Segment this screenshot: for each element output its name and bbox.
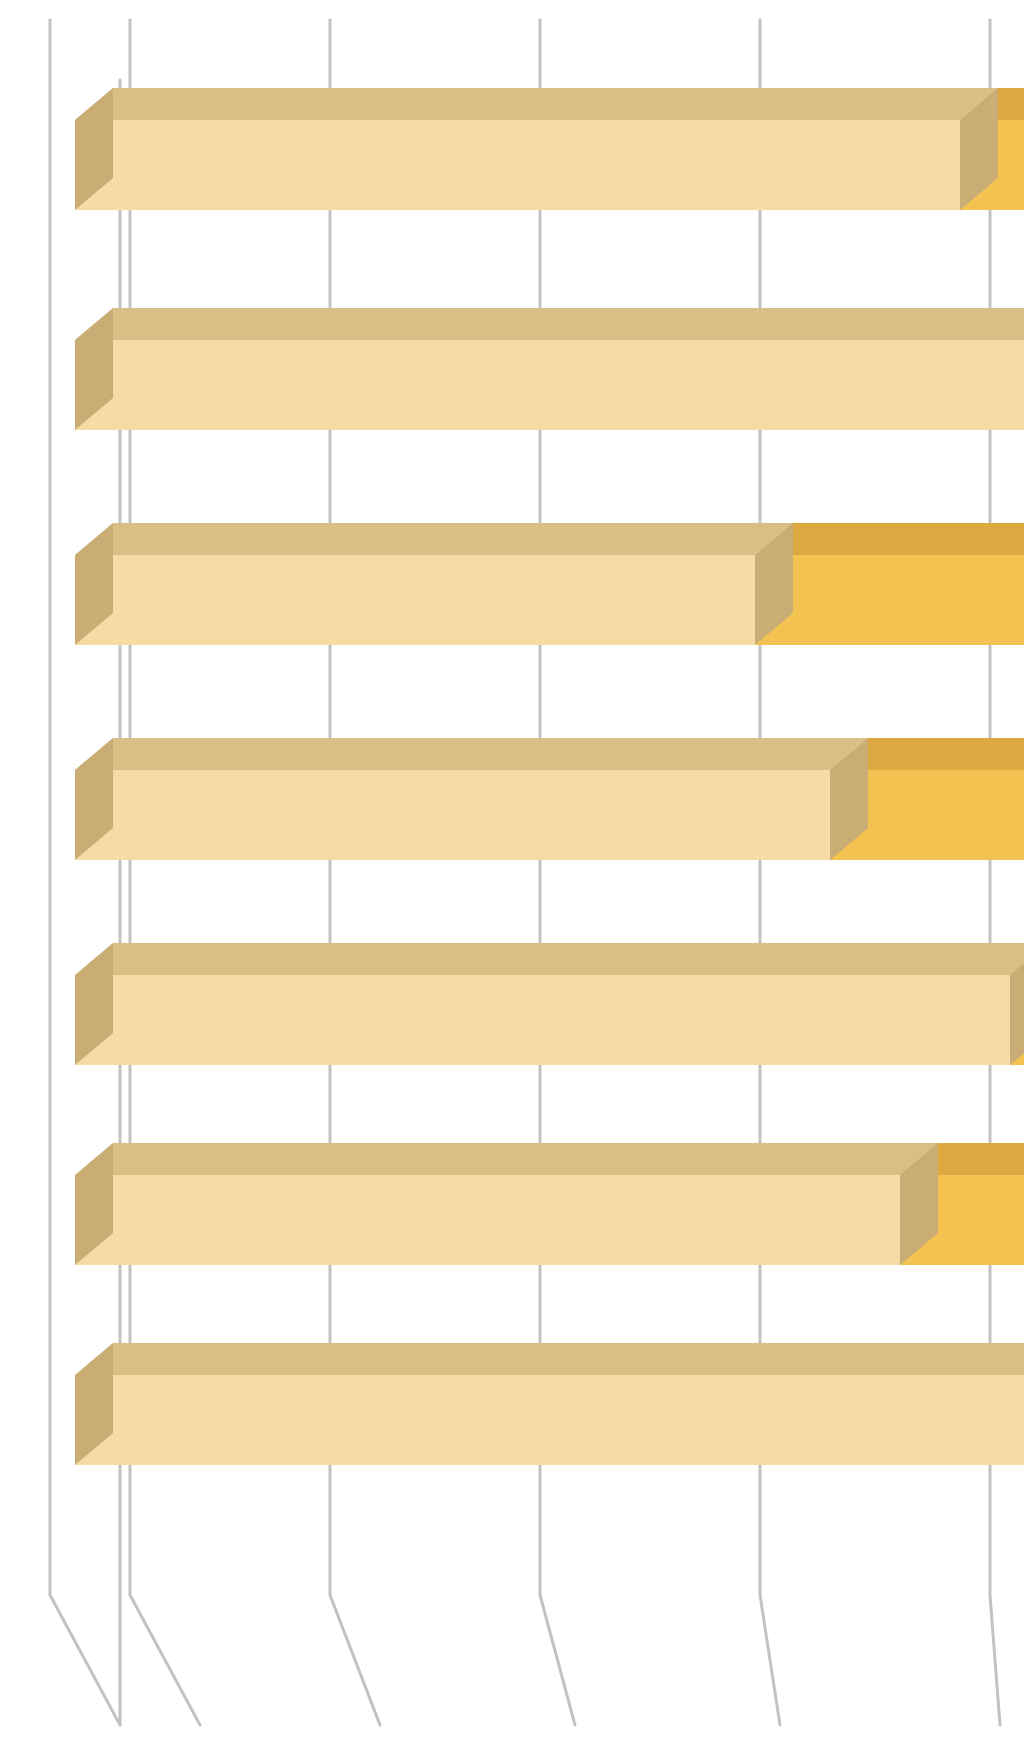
bar-seg2-top — [755, 523, 1024, 555]
bar-seg1-top — [75, 1343, 1024, 1375]
grid-floor-line — [330, 1595, 380, 1725]
grid-floor-line — [990, 1595, 1000, 1725]
bar-seg1-front — [75, 340, 1024, 430]
bar-seg1-top — [75, 1143, 938, 1175]
bar-seg1-top — [75, 943, 1024, 975]
bar-seg1-front — [75, 120, 960, 210]
bar-seg1-top — [75, 308, 1024, 340]
grid-floor-line — [760, 1595, 780, 1725]
bar-seg1-front — [75, 555, 755, 645]
bar-seg1-front — [75, 975, 1010, 1065]
bar-seg1-front — [75, 770, 830, 860]
bar-seg1-front — [75, 1175, 900, 1265]
bar-seg1-top — [75, 523, 793, 555]
stacked-3d-bar-chart — [0, 0, 1024, 1755]
bar-seg2-front — [755, 555, 1024, 645]
bar-seg1-top — [75, 88, 998, 120]
grid-floor-line — [540, 1595, 575, 1725]
bar-seg1-top — [75, 738, 868, 770]
bar-seg1-front — [75, 1375, 1024, 1465]
grid-floor-line — [50, 1595, 120, 1725]
grid-floor-line — [130, 1595, 200, 1725]
